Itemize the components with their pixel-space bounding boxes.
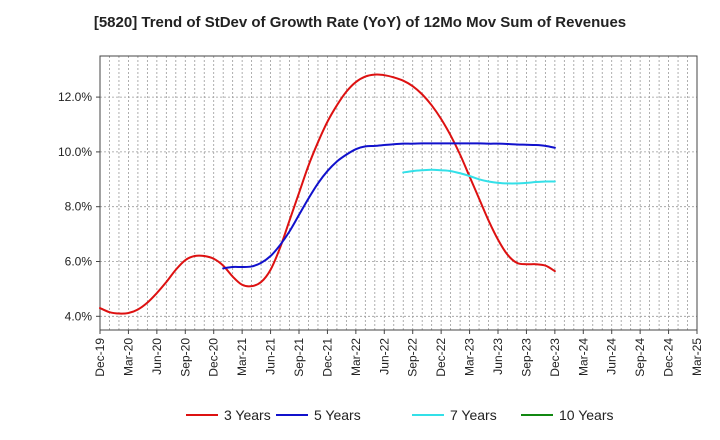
x-tick-label: Jun-21: [264, 338, 278, 375]
y-tick-label: 12.0%: [58, 90, 92, 104]
grid: [100, 56, 697, 330]
legend-label-10-years: 10 Years: [559, 407, 614, 423]
x-tick-label: Mar-24: [576, 338, 590, 376]
x-tick-label: Sep-21: [292, 338, 306, 377]
y-tick-label: 6.0%: [65, 255, 93, 269]
legend-label-5-years: 5 Years: [314, 407, 361, 423]
x-tick-label: Dec-19: [93, 338, 107, 377]
x-tick-label: Mar-20: [121, 338, 135, 376]
x-tick-label: Dec-24: [662, 338, 676, 377]
x-tick-label: Mar-22: [349, 338, 363, 376]
y-tick-label: 8.0%: [65, 200, 93, 214]
y-tick-label: 10.0%: [58, 145, 92, 159]
y-tick-label: 4.0%: [65, 309, 93, 323]
x-tick-label: Dec-23: [548, 338, 562, 377]
x-axis: Dec-19 Mar-20 Jun-20 Sep-20 Dec-20 Mar-21 Jun-…: [93, 330, 704, 377]
x-tick-label: Dec-20: [207, 338, 221, 377]
x-tick-label: Jun-23: [491, 338, 505, 375]
plot-frame: [99, 55, 698, 331]
legend-label-3-years: 3 Years: [224, 407, 271, 423]
x-tick-label: Sep-22: [406, 338, 420, 377]
x-tick-label: Jun-20: [150, 338, 164, 375]
series-line-3-years: [99, 73, 556, 315]
x-tick-label: Sep-23: [519, 338, 533, 377]
x-tick-label: Mar-25: [690, 338, 704, 376]
y-axis: 4.0% 6.0% 8.0% 10.0% 12.0%: [58, 90, 100, 323]
x-tick-label: Sep-20: [178, 338, 192, 377]
x-tick-label: Mar-23: [463, 338, 477, 376]
series-line-5-years: [222, 142, 556, 270]
x-tick-label: Jun-22: [377, 338, 391, 375]
series-line-7-years: [402, 168, 556, 185]
series-layer: [99, 73, 556, 315]
legend: 3 Years 5 Years 7 Years 10 Years: [186, 407, 614, 423]
x-tick-label: Dec-21: [320, 338, 334, 377]
x-tick-label: Sep-24: [633, 338, 647, 377]
x-tick-label: Dec-22: [434, 338, 448, 377]
legend-label-7-years: 7 Years: [450, 407, 497, 423]
x-tick-label: Jun-24: [605, 338, 619, 375]
chart-title: [5820] Trend of StDev of Growth Rate (Yo…: [93, 14, 627, 31]
x-tick-label: Mar-21: [235, 338, 249, 376]
